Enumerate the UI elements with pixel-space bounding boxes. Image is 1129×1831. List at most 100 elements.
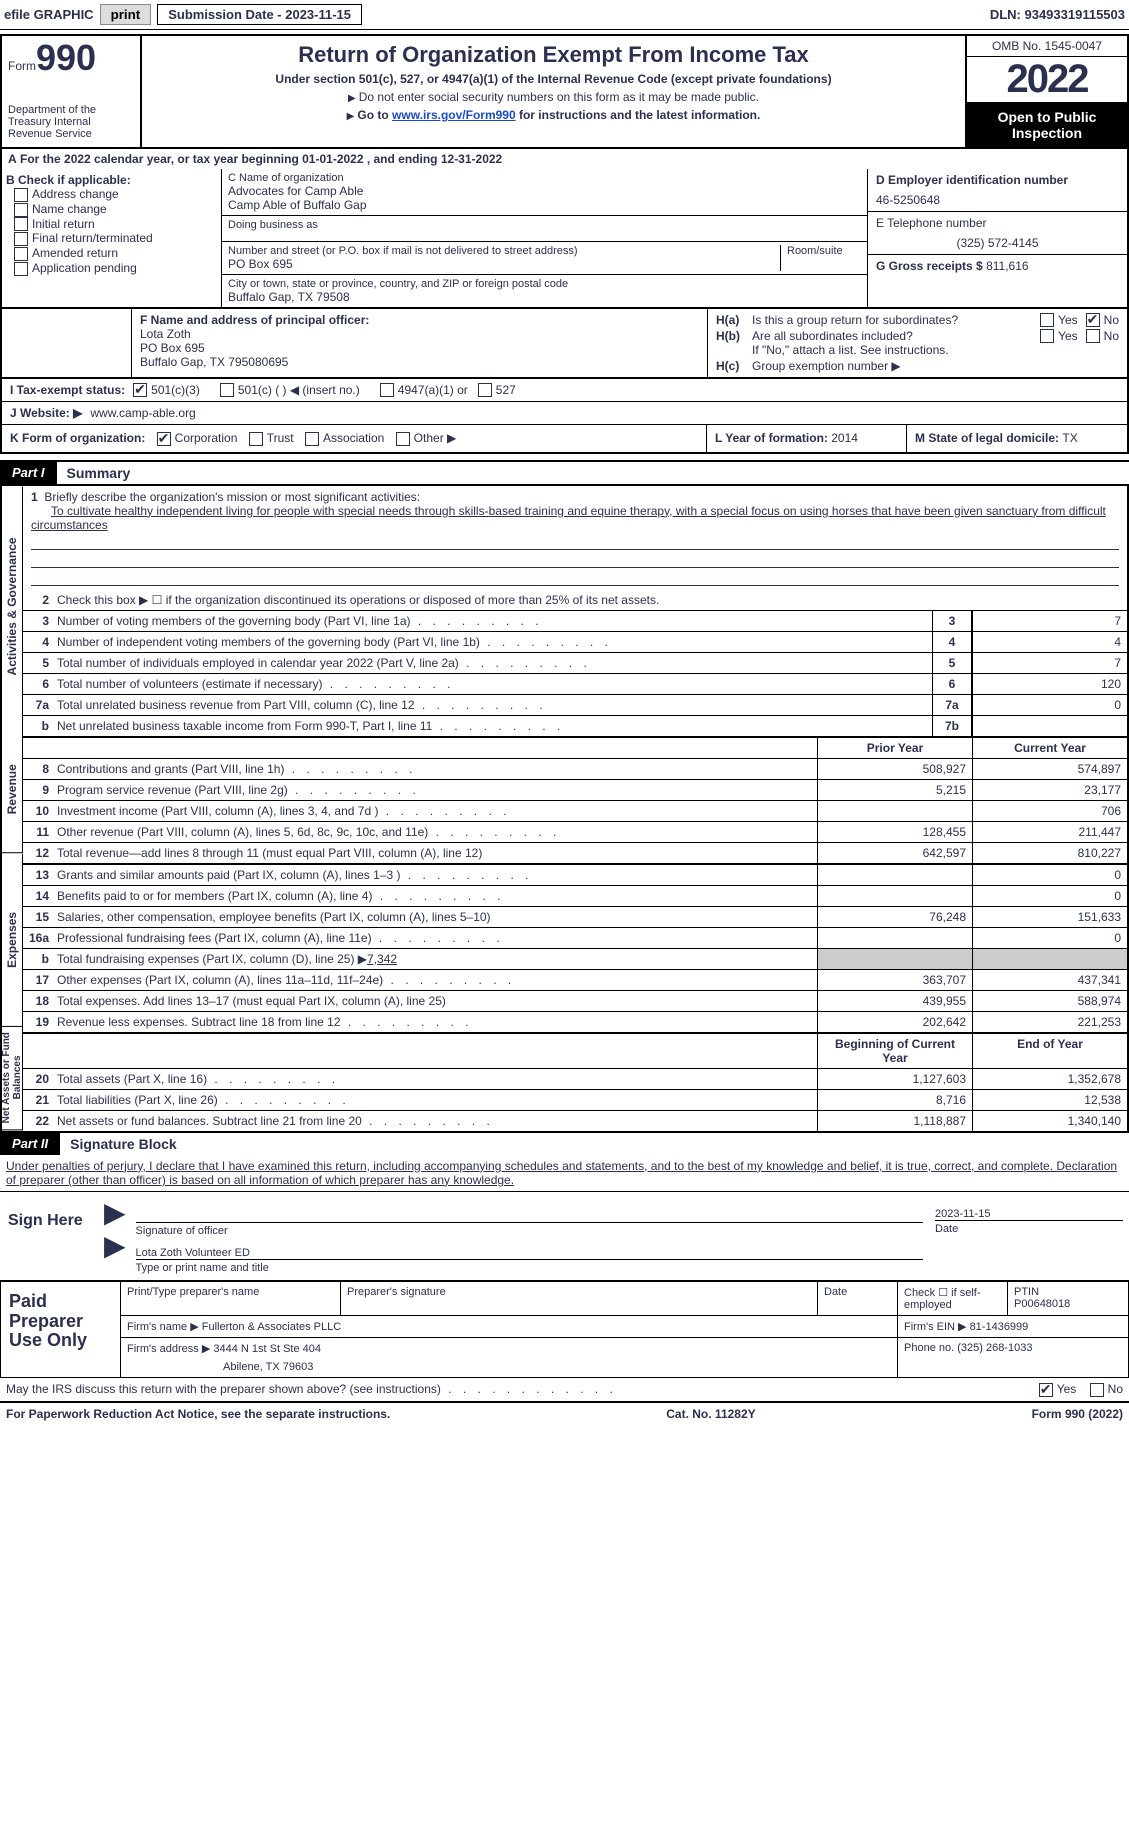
hb-note: If "No," attach a list. See instructions…: [716, 343, 1119, 357]
signature-officer-label: Signature of officer: [136, 1222, 923, 1237]
line-19-prior: 202,642: [817, 1012, 972, 1032]
chk-other[interactable]: [396, 432, 410, 446]
ha-yes-checkbox[interactable]: [1040, 313, 1054, 327]
hb-text: Are all subordinates included?: [752, 329, 1040, 343]
line-15-curr: 151,633: [972, 907, 1127, 927]
chk-4947[interactable]: [380, 383, 394, 397]
chk-application-pending[interactable]: Application pending: [6, 261, 217, 276]
line-19-desc: Revenue less expenses. Subtract line 18 …: [53, 1012, 817, 1032]
chk-501c3[interactable]: [133, 383, 147, 397]
ha-no-checkbox[interactable]: [1086, 313, 1100, 327]
line-1-mission: 1 Briefly describe the organization's mi…: [23, 486, 1127, 590]
chk-501c[interactable]: [220, 383, 234, 397]
preparer-sig-label: Preparer's signature: [341, 1282, 818, 1315]
form-ref: Form 990 (2022): [1032, 1407, 1123, 1421]
line-17-desc: Other expenses (Part IX, column (A), lin…: [53, 970, 817, 990]
open-inspection: Open to Public Inspection: [967, 103, 1127, 147]
section-j: J Website: ▶ www.camp-able.org: [0, 402, 1129, 425]
side-revenue: Revenue: [2, 726, 23, 853]
firm-phone: (325) 268-1033: [957, 1342, 1032, 1354]
line-4-desc: Number of independent voting members of …: [53, 632, 932, 652]
line-20-desc: Total assets (Part X, line 16): [53, 1069, 817, 1089]
note-ssn: Do not enter social security numbers on …: [359, 90, 759, 104]
part-i-title: Summary: [57, 462, 141, 484]
year-formation: 2014: [831, 431, 858, 445]
sign-date-value: 2023-11-15: [935, 1208, 1123, 1220]
chk-final-return[interactable]: Final return/terminated: [6, 231, 217, 246]
paid-preparer-label: Paid Preparer Use Only: [1, 1282, 121, 1377]
line-15-prior: 76,248: [817, 907, 972, 927]
officer-addr2: Buffalo Gap, TX 795080695: [140, 355, 699, 369]
line-14-prior: [817, 886, 972, 906]
may-irs-discuss: May the IRS discuss this return with the…: [0, 1378, 1129, 1403]
part-i-tag: Part I: [0, 462, 57, 484]
preparer-name-label: Print/Type preparer's name: [121, 1282, 341, 1315]
may-no-checkbox[interactable]: [1090, 1383, 1104, 1397]
chk-association[interactable]: [305, 432, 319, 446]
firm-addr2: Abilene, TX 79603: [127, 1361, 891, 1373]
line-5-desc: Total number of individuals employed in …: [53, 653, 932, 673]
line-7a-val: 0: [972, 695, 1127, 715]
dept-treasury: Department of the Treasury Internal Reve…: [8, 104, 134, 140]
hb-no-checkbox[interactable]: [1086, 329, 1100, 343]
chk-address-change[interactable]: Address change: [6, 187, 217, 202]
e-label: E Telephone number: [876, 216, 1119, 230]
form-header: Form990 Department of the Treasury Inter…: [0, 34, 1129, 149]
sign-here-row: Sign Here ▶▶ Signature of officer Lota Z…: [0, 1191, 1129, 1281]
tax-year: 2022: [967, 57, 1127, 103]
line-11-curr: 211,447: [972, 822, 1127, 842]
form-subtitle: Under section 501(c), 527, or 4947(a)(1)…: [152, 72, 955, 86]
chk-amended-return[interactable]: Amended return: [6, 246, 217, 261]
line-22-beg: 1,118,887: [817, 1111, 972, 1131]
hb-yes-checkbox[interactable]: [1040, 329, 1054, 343]
side-activities: Activities & Governance: [2, 486, 23, 726]
website-url: www.camp-able.org: [90, 406, 195, 420]
line-11-desc: Other revenue (Part VIII, column (A), li…: [53, 822, 817, 842]
line-10-prior: [817, 801, 972, 821]
line-14-desc: Benefits paid to or for members (Part IX…: [53, 886, 817, 906]
line-7a-desc: Total unrelated business revenue from Pa…: [53, 695, 932, 715]
chk-name-change[interactable]: Name change: [6, 202, 217, 217]
phone-value: (325) 572-4145: [876, 236, 1119, 250]
section-k-l-m: K Form of organization: Corporation Trus…: [0, 425, 1129, 454]
b-label: B Check if applicable:: [6, 173, 131, 187]
hb-label: H(b): [716, 329, 752, 343]
line-8-curr: 574,897: [972, 759, 1127, 779]
top-bar: efile GRAPHIC print Submission Date - 20…: [0, 0, 1129, 30]
form-number: 990: [36, 37, 96, 78]
line-3-val: 7: [972, 611, 1127, 631]
street-address: PO Box 695: [228, 257, 774, 271]
state-domicile: TX: [1062, 431, 1077, 445]
dba-label: Doing business as: [222, 216, 867, 242]
line-16a-curr: 0: [972, 928, 1127, 948]
line-19-curr: 221,253: [972, 1012, 1127, 1032]
section-f-h: F Name and address of principal officer:…: [0, 309, 1129, 379]
paid-preparer-section: Paid Preparer Use Only Print/Type prepar…: [0, 1281, 1129, 1378]
line-12-curr: 810,227: [972, 843, 1127, 863]
side-expenses: Expenses: [2, 854, 23, 1027]
ptin-value: P00648018: [1014, 1298, 1122, 1310]
chk-trust[interactable]: [249, 432, 263, 446]
omb-number: OMB No. 1545-0047: [967, 36, 1127, 57]
line-8-desc: Contributions and grants (Part VIII, lin…: [53, 759, 817, 779]
signer-name: Lota Zoth Volunteer ED: [136, 1247, 923, 1259]
line-13-curr: 0: [972, 865, 1127, 885]
may-yes-checkbox[interactable]: [1039, 1383, 1053, 1397]
submission-date: Submission Date - 2023-11-15: [157, 4, 362, 25]
line-16b-curr: [972, 949, 1127, 969]
chk-527[interactable]: [478, 383, 492, 397]
part-ii-tag: Part II: [0, 1133, 60, 1155]
hc-text: Group exemption number ▶: [752, 359, 901, 373]
d-label: D Employer identification number: [876, 173, 1068, 187]
print-button[interactable]: print: [100, 4, 152, 25]
line-17-prior: 363,707: [817, 970, 972, 990]
city-address: Buffalo Gap, TX 79508: [228, 290, 861, 304]
room-suite-label: Room/suite: [781, 245, 861, 271]
ha-text: Is this a group return for subordinates?: [752, 313, 1040, 327]
part-ii-title: Signature Block: [60, 1133, 187, 1155]
chk-initial-return[interactable]: Initial return: [6, 217, 217, 232]
ein-value: 46-5250648: [876, 193, 1119, 207]
irs-link[interactable]: www.irs.gov/Form990: [392, 108, 516, 122]
chk-corporation[interactable]: [157, 432, 171, 446]
line-22-desc: Net assets or fund balances. Subtract li…: [53, 1111, 817, 1131]
